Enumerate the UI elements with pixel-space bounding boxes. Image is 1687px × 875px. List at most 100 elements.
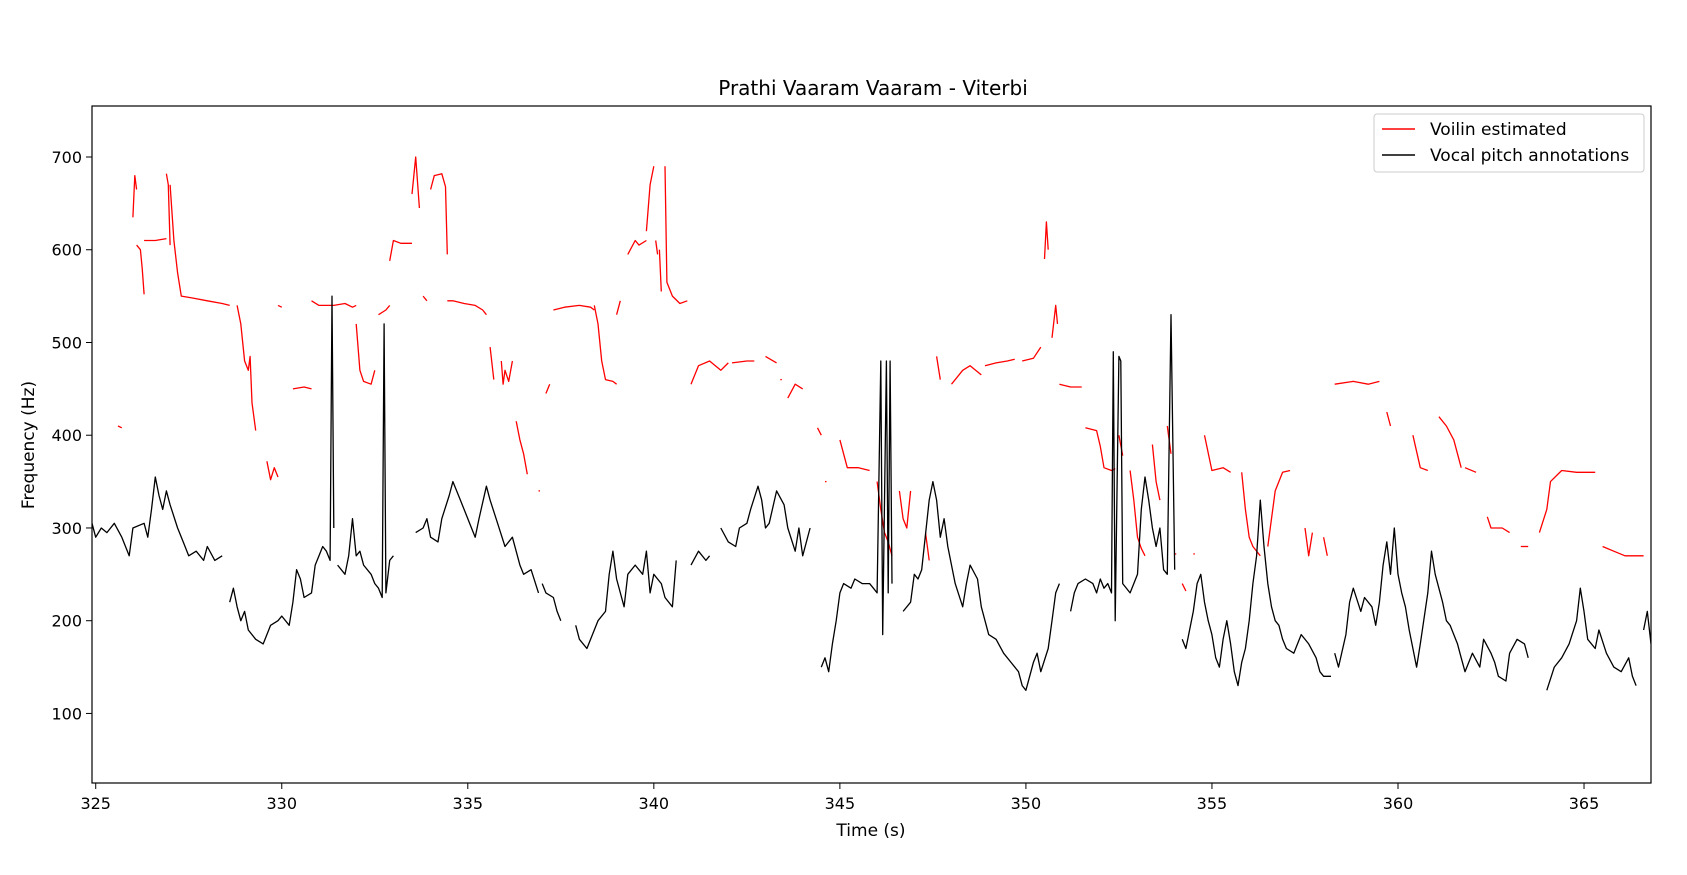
series-line-segment <box>765 355 777 364</box>
x-tick-label: 355 <box>1197 794 1228 813</box>
legend: Voilin estimated Vocal pitch annotations <box>1373 113 1645 173</box>
series-violin-estimated <box>117 156 1644 592</box>
series-line-segment <box>593 305 617 385</box>
x-tick-label: 345 <box>825 794 856 813</box>
series-line-segment <box>1386 411 1392 427</box>
series-line-segment <box>627 239 647 255</box>
series-line-segment <box>731 360 755 364</box>
series-line-segment <box>816 427 822 436</box>
series-line-segment <box>515 421 528 475</box>
series-line-segment <box>1334 380 1380 385</box>
x-tick-label: 340 <box>639 794 670 813</box>
series-line-segment <box>553 304 595 311</box>
legend-label-vocal: Vocal pitch annotations <box>1430 146 1629 166</box>
series-line-segment <box>1438 416 1462 468</box>
series-line-segment <box>720 485 811 557</box>
series-line-segment <box>500 360 514 385</box>
series-line-segment <box>645 166 655 232</box>
series-line-segment <box>165 173 171 246</box>
series-line-segment <box>787 383 804 399</box>
x-tick-label: 335 <box>453 794 484 813</box>
y-tick-label: 400 <box>51 426 82 445</box>
series-line-segment <box>1464 467 1477 473</box>
y-axis-title: Frequency (Hz) <box>19 381 39 509</box>
series-line-segment <box>1602 545 1644 557</box>
series-line-segment <box>1304 527 1314 557</box>
plot-frame <box>91 105 1652 784</box>
series-layer <box>92 156 1651 691</box>
series-line-segment <box>1642 610 1651 644</box>
series-line-segment <box>1151 444 1161 501</box>
series-line-segment <box>1043 221 1049 260</box>
legend-box <box>1373 113 1645 173</box>
series-line-segment <box>541 583 562 621</box>
legend-label-violin: Voilin estimated <box>1430 120 1567 140</box>
series-line-segment <box>117 425 123 429</box>
series-line-segment <box>690 550 711 566</box>
series-line-segment <box>575 550 677 650</box>
series-line-segment <box>1486 516 1510 534</box>
series-line-segment <box>1334 527 1529 682</box>
series-line-segment <box>1538 469 1596 533</box>
x-tick-label: 350 <box>1011 794 1042 813</box>
series-line-segment <box>1241 472 1261 557</box>
y-tick-label: 300 <box>51 519 82 538</box>
series-line-segment <box>489 347 495 380</box>
series-line-segment <box>615 300 621 315</box>
series-line-segment <box>378 304 391 316</box>
series-line-segment <box>1412 435 1429 472</box>
x-tick-label: 365 <box>1569 794 1600 813</box>
series-line-segment <box>169 184 230 307</box>
series-line-segment <box>447 300 487 316</box>
series-line-segment <box>545 383 551 394</box>
series-line-segment <box>820 360 893 673</box>
series-line-segment <box>1129 470 1146 557</box>
series-line-segment <box>355 323 376 385</box>
series-line-segment <box>1059 383 1082 388</box>
series-line-segment <box>1051 304 1059 338</box>
x-axis: 325 330 335 340 345 350 355 360 365 <box>80 783 1599 813</box>
series-line-segment <box>92 476 223 562</box>
x-axis-title: Time (s) <box>835 821 905 841</box>
series-line-segment <box>658 249 662 292</box>
series-line-segment <box>690 360 729 385</box>
series-line-segment <box>655 240 659 255</box>
series-line-segment <box>1022 346 1042 362</box>
series-line-segment <box>924 532 930 561</box>
series-line-segment <box>898 490 912 529</box>
series-line-segment <box>1322 537 1328 556</box>
series-line-segment <box>1267 469 1291 547</box>
x-tick-label: 330 <box>266 794 297 813</box>
series-line-segment <box>411 156 421 209</box>
y-tick-label: 500 <box>51 333 82 352</box>
series-line-segment <box>1181 583 1187 592</box>
series-line-segment <box>664 166 688 305</box>
series-line-segment <box>266 461 279 481</box>
series-vocal-annotations <box>92 295 1651 691</box>
y-tick-label: 600 <box>51 241 82 260</box>
series-line-segment <box>422 295 428 302</box>
series-line-segment <box>292 386 312 390</box>
series-line-segment <box>277 304 283 308</box>
series-line-segment <box>1181 499 1331 687</box>
series-line-segment <box>144 237 167 242</box>
series-line-segment <box>1203 435 1231 473</box>
series-line-segment <box>1069 314 1176 622</box>
series-line-segment <box>935 356 941 380</box>
x-tick-label: 360 <box>1383 794 1414 813</box>
series-line-segment <box>1546 587 1637 691</box>
series-line-segment <box>902 480 1061 691</box>
series-line-segment <box>136 244 145 295</box>
series-line-segment <box>415 480 540 594</box>
y-tick-label: 700 <box>51 148 82 167</box>
y-axis: 100 200 300 400 500 600 700 <box>51 148 92 723</box>
y-tick-label: 200 <box>51 612 82 631</box>
series-line-segment <box>229 295 335 645</box>
series-line-segment <box>984 358 1015 367</box>
series-line-segment <box>389 239 412 262</box>
chart-title: Prathi Vaaram Vaaram - Viterbi <box>718 76 1028 100</box>
series-line-segment <box>132 174 138 218</box>
x-tick-label: 325 <box>80 794 111 813</box>
series-line-segment <box>839 439 870 472</box>
